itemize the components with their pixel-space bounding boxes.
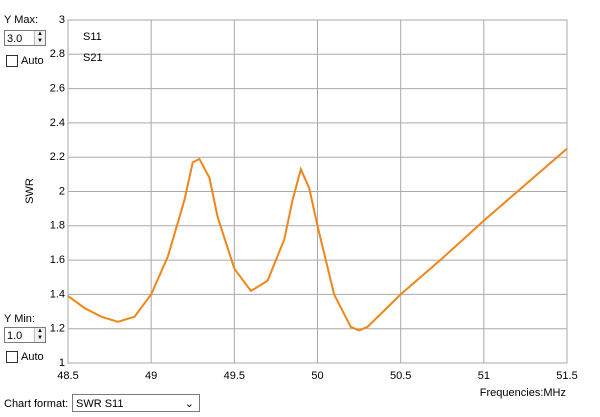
- ymax-value: 3.0: [7, 33, 23, 45]
- y-tick-label: 1.2: [50, 323, 65, 335]
- y-tick-label: 2.2: [50, 151, 65, 163]
- spin-arrows[interactable]: ▲ ▼: [34, 31, 45, 45]
- y-tick-label: 3: [59, 14, 65, 26]
- legend-label: S21: [83, 52, 103, 64]
- x-tick-label: 48.5: [57, 370, 78, 382]
- ymin-spinbox[interactable]: 1.0 ▲ ▼: [4, 327, 46, 343]
- y-tick-label: 2.8: [50, 48, 65, 60]
- ymin-auto-label: Auto: [21, 351, 44, 363]
- y-tick-label: 1: [59, 357, 65, 369]
- x-axis-label: Frequencies:MHz: [480, 387, 566, 399]
- y-tick-label: 2: [59, 185, 65, 197]
- x-tick-label: 51.5: [556, 370, 577, 382]
- ymin-label: Y Min:: [4, 313, 35, 325]
- y-tick-label: 2.4: [50, 117, 65, 129]
- x-tick-label: 49.5: [224, 370, 245, 382]
- x-tick-label: 51: [478, 370, 490, 382]
- ymax-spinbox[interactable]: 3.0 ▲ ▼: [4, 30, 46, 46]
- format-value: SWR S11: [76, 398, 124, 410]
- y-tick-label: 1.4: [50, 288, 65, 300]
- ymax-auto-checkbox[interactable]: [6, 55, 18, 67]
- y-tick-label: 1.6: [50, 254, 65, 266]
- format-dropdown[interactable]: SWR S11 ⌄: [72, 394, 200, 412]
- y-tick-label: 1.8: [50, 220, 65, 232]
- ymax-label: Y Max:: [4, 14, 39, 26]
- ymin-value: 1.0: [7, 330, 23, 342]
- format-label: Chart format:: [4, 398, 69, 410]
- series-line: [67, 147, 568, 332]
- ymax-auto-label: Auto: [21, 55, 44, 67]
- legend-label: S11: [83, 31, 102, 43]
- spin-arrows[interactable]: ▲ ▼: [34, 328, 45, 342]
- y-tick-label: 2.6: [50, 83, 65, 95]
- y-axis-label: SWR: [24, 178, 36, 204]
- ymin-auto-checkbox[interactable]: [6, 351, 18, 363]
- dropdown-arrow[interactable]: ⌄: [184, 398, 194, 410]
- x-tick-label: 50.5: [390, 370, 411, 382]
- x-tick-label: 49: [145, 370, 157, 382]
- x-tick-label: 50: [311, 370, 323, 382]
